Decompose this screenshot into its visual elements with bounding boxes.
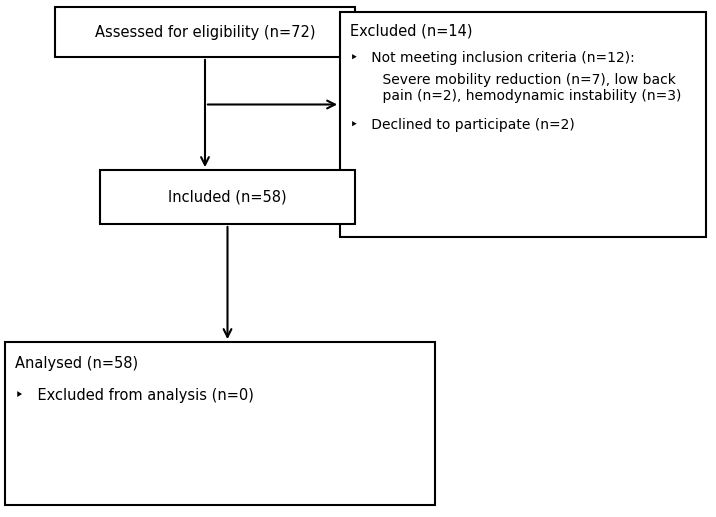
Text: ‣   Declined to participate (n=2): ‣ Declined to participate (n=2) [350,117,575,132]
Text: Assessed for eligibility (n=72): Assessed for eligibility (n=72) [95,24,315,39]
Bar [55,7,355,57]
Bar [340,12,706,237]
Bar [5,342,435,505]
Text: Excluded (n=14): Excluded (n=14) [350,24,473,39]
Text: Analysed (n=58): Analysed (n=58) [15,356,138,371]
Text: ‣   Not meeting inclusion criteria (n=12):: ‣ Not meeting inclusion criteria (n=12): [350,51,635,65]
Text: pain (n=2), hemodynamic instability (n=3): pain (n=2), hemodynamic instability (n=3… [365,89,682,103]
Text: ‣   Excluded from analysis (n=0): ‣ Excluded from analysis (n=0) [15,388,254,403]
Text: Severe mobility reduction (n=7), low back: Severe mobility reduction (n=7), low bac… [365,72,676,87]
Text: Included (n=58): Included (n=58) [168,190,287,205]
Bar [100,170,355,224]
